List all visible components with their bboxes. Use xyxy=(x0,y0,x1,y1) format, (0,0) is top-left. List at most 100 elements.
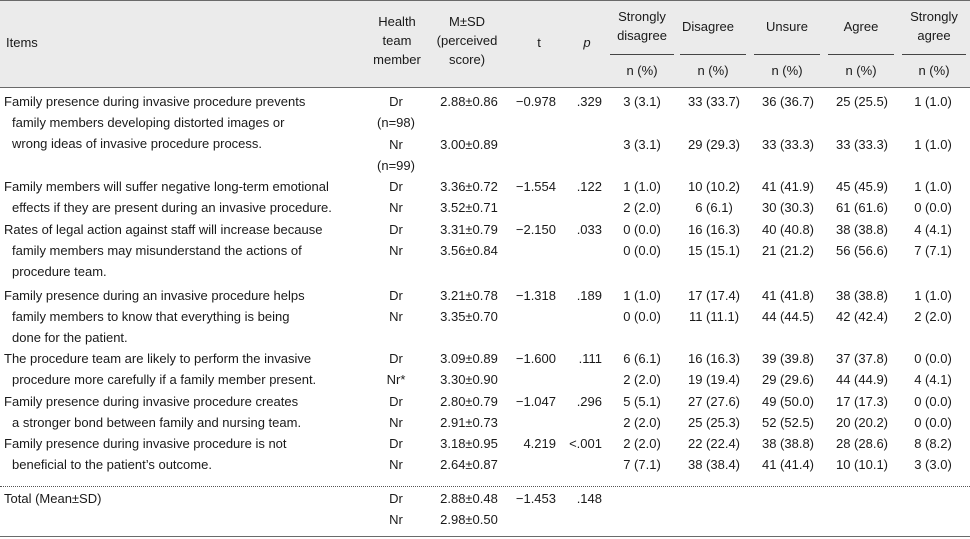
item-text-line: family members to know that everything i… xyxy=(12,309,290,324)
nr-sd-cell: 0 (0.0) xyxy=(623,243,661,258)
dr-msd-cell: 2.80±0.79 xyxy=(440,394,498,409)
dr-t-cell: −1.047 xyxy=(515,394,556,409)
header-npct: n (%) xyxy=(771,63,803,78)
dr-t-cell: −2.150 xyxy=(515,222,556,237)
header-agree: Agree xyxy=(843,19,879,34)
nr-a-cell: 44 (44.9) xyxy=(835,372,889,387)
nr-sa-cell: 1 (1.0) xyxy=(914,137,952,152)
dr-t-cell: −1.554 xyxy=(515,179,556,194)
nr-u-cell: 29 (29.6) xyxy=(761,372,815,387)
dr-sd-cell: 5 (5.1) xyxy=(623,394,661,409)
nr-d-cell: 19 (19.4) xyxy=(687,372,741,387)
nr-d-cell: 29 (29.3) xyxy=(687,137,741,152)
nr-sa-cell: 4 (4.1) xyxy=(914,372,952,387)
dr-u-cell: 38 (38.8) xyxy=(761,436,815,451)
total-dr-t-cell: −1.453 xyxy=(515,491,556,506)
nr-member-cell: Nr* xyxy=(386,372,406,387)
dr-member-cell: Dr xyxy=(389,288,403,303)
dr-p-cell: .122 xyxy=(576,179,602,194)
dr-p-cell: <.001 xyxy=(569,436,602,451)
nr-u-cell: 30 (30.3) xyxy=(761,200,815,215)
total-nr-member-cell: Nr xyxy=(389,512,403,527)
header-rule xyxy=(828,54,894,55)
nr-d-cell: 25 (25.3) xyxy=(687,415,741,430)
nr-a-cell: 42 (42.4) xyxy=(835,309,889,324)
item-text-line: Family presence during invasive procedur… xyxy=(4,436,287,451)
dr-d-cell: 33 (33.7) xyxy=(687,94,741,109)
total-dr-msd-cell: 2.88±0.48 xyxy=(440,491,498,506)
nr-msd-cell: 3.30±0.90 xyxy=(440,372,498,387)
dr-msd-cell: 3.21±0.78 xyxy=(440,288,498,303)
dr-msd-cell: 2.88±0.86 xyxy=(440,94,498,109)
dr-member-cell: Dr xyxy=(389,94,403,109)
nr-sd-cell: 2 (2.0) xyxy=(623,200,661,215)
item-text-line: Family members will suffer negative long… xyxy=(4,179,329,194)
header-rule xyxy=(902,54,966,55)
nr-member-cell: Nr xyxy=(389,309,403,324)
dr-sa-cell: 1 (1.0) xyxy=(914,94,952,109)
nr-u-cell: 52 (52.5) xyxy=(761,415,815,430)
header-msd-l1: M±SD xyxy=(448,14,486,29)
nr-member-cell: Nr xyxy=(389,415,403,430)
nr-member-cell: Nr xyxy=(389,137,403,152)
nr-member-cell: Nr xyxy=(389,200,403,215)
header-strongly-disagree-l2: disagree xyxy=(617,28,667,43)
dr-t-cell: −1.318 xyxy=(515,288,556,303)
nr-member-cell: Nr xyxy=(389,243,403,258)
nr-msd-cell: 3.56±0.84 xyxy=(440,243,498,258)
dr-sa-cell: 8 (8.2) xyxy=(914,436,952,451)
dr-t-cell: 4.219 xyxy=(523,436,556,451)
table-bottom-rule xyxy=(0,536,970,537)
nr-member-cell: Nr xyxy=(389,457,403,472)
nr-sa-cell: 0 (0.0) xyxy=(914,200,952,215)
dr-sd-cell: 6 (6.1) xyxy=(623,351,661,366)
header-rule xyxy=(680,54,746,55)
header-t: t xyxy=(537,35,541,50)
nr-sd-cell: 0 (0.0) xyxy=(623,309,661,324)
header-npct: n (%) xyxy=(626,63,658,78)
header-npct: n (%) xyxy=(697,63,729,78)
dr-u-cell: 41 (41.8) xyxy=(761,288,815,303)
dr-u-cell: 36 (36.7) xyxy=(761,94,815,109)
item-text-line: procedure team. xyxy=(12,264,107,279)
nr-u-cell: 44 (44.5) xyxy=(761,309,815,324)
nr-a-cell: 20 (20.2) xyxy=(835,415,889,430)
dr-d-cell: 16 (16.3) xyxy=(687,351,741,366)
nr-sa-cell: 7 (7.1) xyxy=(914,243,952,258)
dr-a-cell: 25 (25.5) xyxy=(835,94,889,109)
nr-sa-cell: 2 (2.0) xyxy=(914,309,952,324)
dr-sample-size: (n=98) xyxy=(377,115,415,130)
dr-sa-cell: 4 (4.1) xyxy=(914,222,952,237)
header-msd-l2: (perceived xyxy=(436,33,498,48)
nr-sd-cell: 2 (2.0) xyxy=(623,415,661,430)
item-text-line: family members may misunderstand the act… xyxy=(12,243,302,258)
nr-a-cell: 10 (10.1) xyxy=(835,457,889,472)
nr-sa-cell: 3 (3.0) xyxy=(914,457,952,472)
dr-p-cell: .033 xyxy=(576,222,602,237)
item-text-line: The procedure team are likely to perform… xyxy=(4,351,312,366)
item-text-line: procedure more carefully if a family mem… xyxy=(12,372,317,387)
item-text-line: effects if they are present during an in… xyxy=(12,200,332,215)
dr-u-cell: 49 (50.0) xyxy=(761,394,815,409)
dr-msd-cell: 3.18±0.95 xyxy=(440,436,498,451)
item-text-line: beneficial to the patient’s outcome. xyxy=(12,457,212,472)
header-member-l1: Health xyxy=(378,14,416,29)
nr-msd-cell: 2.64±0.87 xyxy=(440,457,498,472)
dr-p-cell: .189 xyxy=(576,288,602,303)
item-text-line: done for the patient. xyxy=(12,330,128,345)
dr-a-cell: 17 (17.3) xyxy=(835,394,889,409)
nr-msd-cell: 3.52±0.71 xyxy=(440,200,498,215)
nr-msd-cell: 3.00±0.89 xyxy=(440,137,498,152)
dr-d-cell: 10 (10.2) xyxy=(687,179,741,194)
header-msd-l3: score) xyxy=(448,52,486,67)
dr-u-cell: 40 (40.8) xyxy=(761,222,815,237)
total-dr-p-cell: .148 xyxy=(576,491,602,506)
header-disagree: Disagree xyxy=(681,19,735,34)
nr-u-cell: 21 (21.2) xyxy=(761,243,815,258)
nr-sd-cell: 7 (7.1) xyxy=(623,457,661,472)
dr-p-cell: .296 xyxy=(576,394,602,409)
nr-u-cell: 33 (33.3) xyxy=(761,137,815,152)
dr-sd-cell: 1 (1.0) xyxy=(623,179,661,194)
nr-u-cell: 41 (41.4) xyxy=(761,457,815,472)
